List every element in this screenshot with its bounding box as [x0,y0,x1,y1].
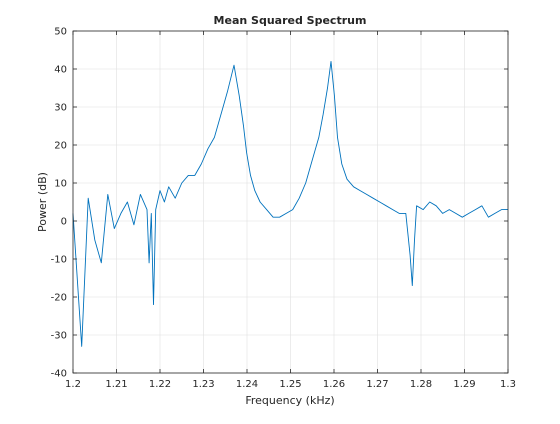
series-layer [72,60,508,347]
x-axis-label: Frequency (kHz) [245,394,334,407]
y-tick-label: -30 [51,331,67,342]
x-tick-label: 1.23 [192,379,214,390]
y-tick-label: -40 [51,369,67,380]
y-tick-label: 30 [54,103,67,114]
y-tick-label: -20 [51,293,67,304]
y-tick-label: 10 [54,179,67,190]
x-tick-label: 1.3 [500,379,516,390]
x-tick-label: 1.28 [410,379,432,390]
ticks: 1.2 1.21 1.22 1.23 1.24 1.25 1.26 1.27 1.28 1.29 1… [51,27,516,391]
y-tick-label: 50 [54,27,67,38]
y-tick-label: 20 [54,141,67,152]
x-tick-label: 1.2 [65,379,81,390]
x-tick-label: 1.29 [453,379,475,390]
y-tick-label: -10 [51,255,67,266]
spectrum-line [72,60,508,347]
y-tick-label: 0 [61,217,67,228]
x-tick-label: 1.21 [105,379,127,390]
y-tick-label: 40 [54,65,67,76]
x-tick-label: 1.27 [366,379,388,390]
x-tick-label: 1.22 [149,379,171,390]
y-axis-label: Power (dB) [36,172,49,232]
x-tick-label: 1.24 [236,379,258,390]
x-tick-label: 1.26 [323,379,345,390]
chart-title: Mean Squared Spectrum [214,14,367,27]
x-tick-label: 1.25 [279,379,301,390]
